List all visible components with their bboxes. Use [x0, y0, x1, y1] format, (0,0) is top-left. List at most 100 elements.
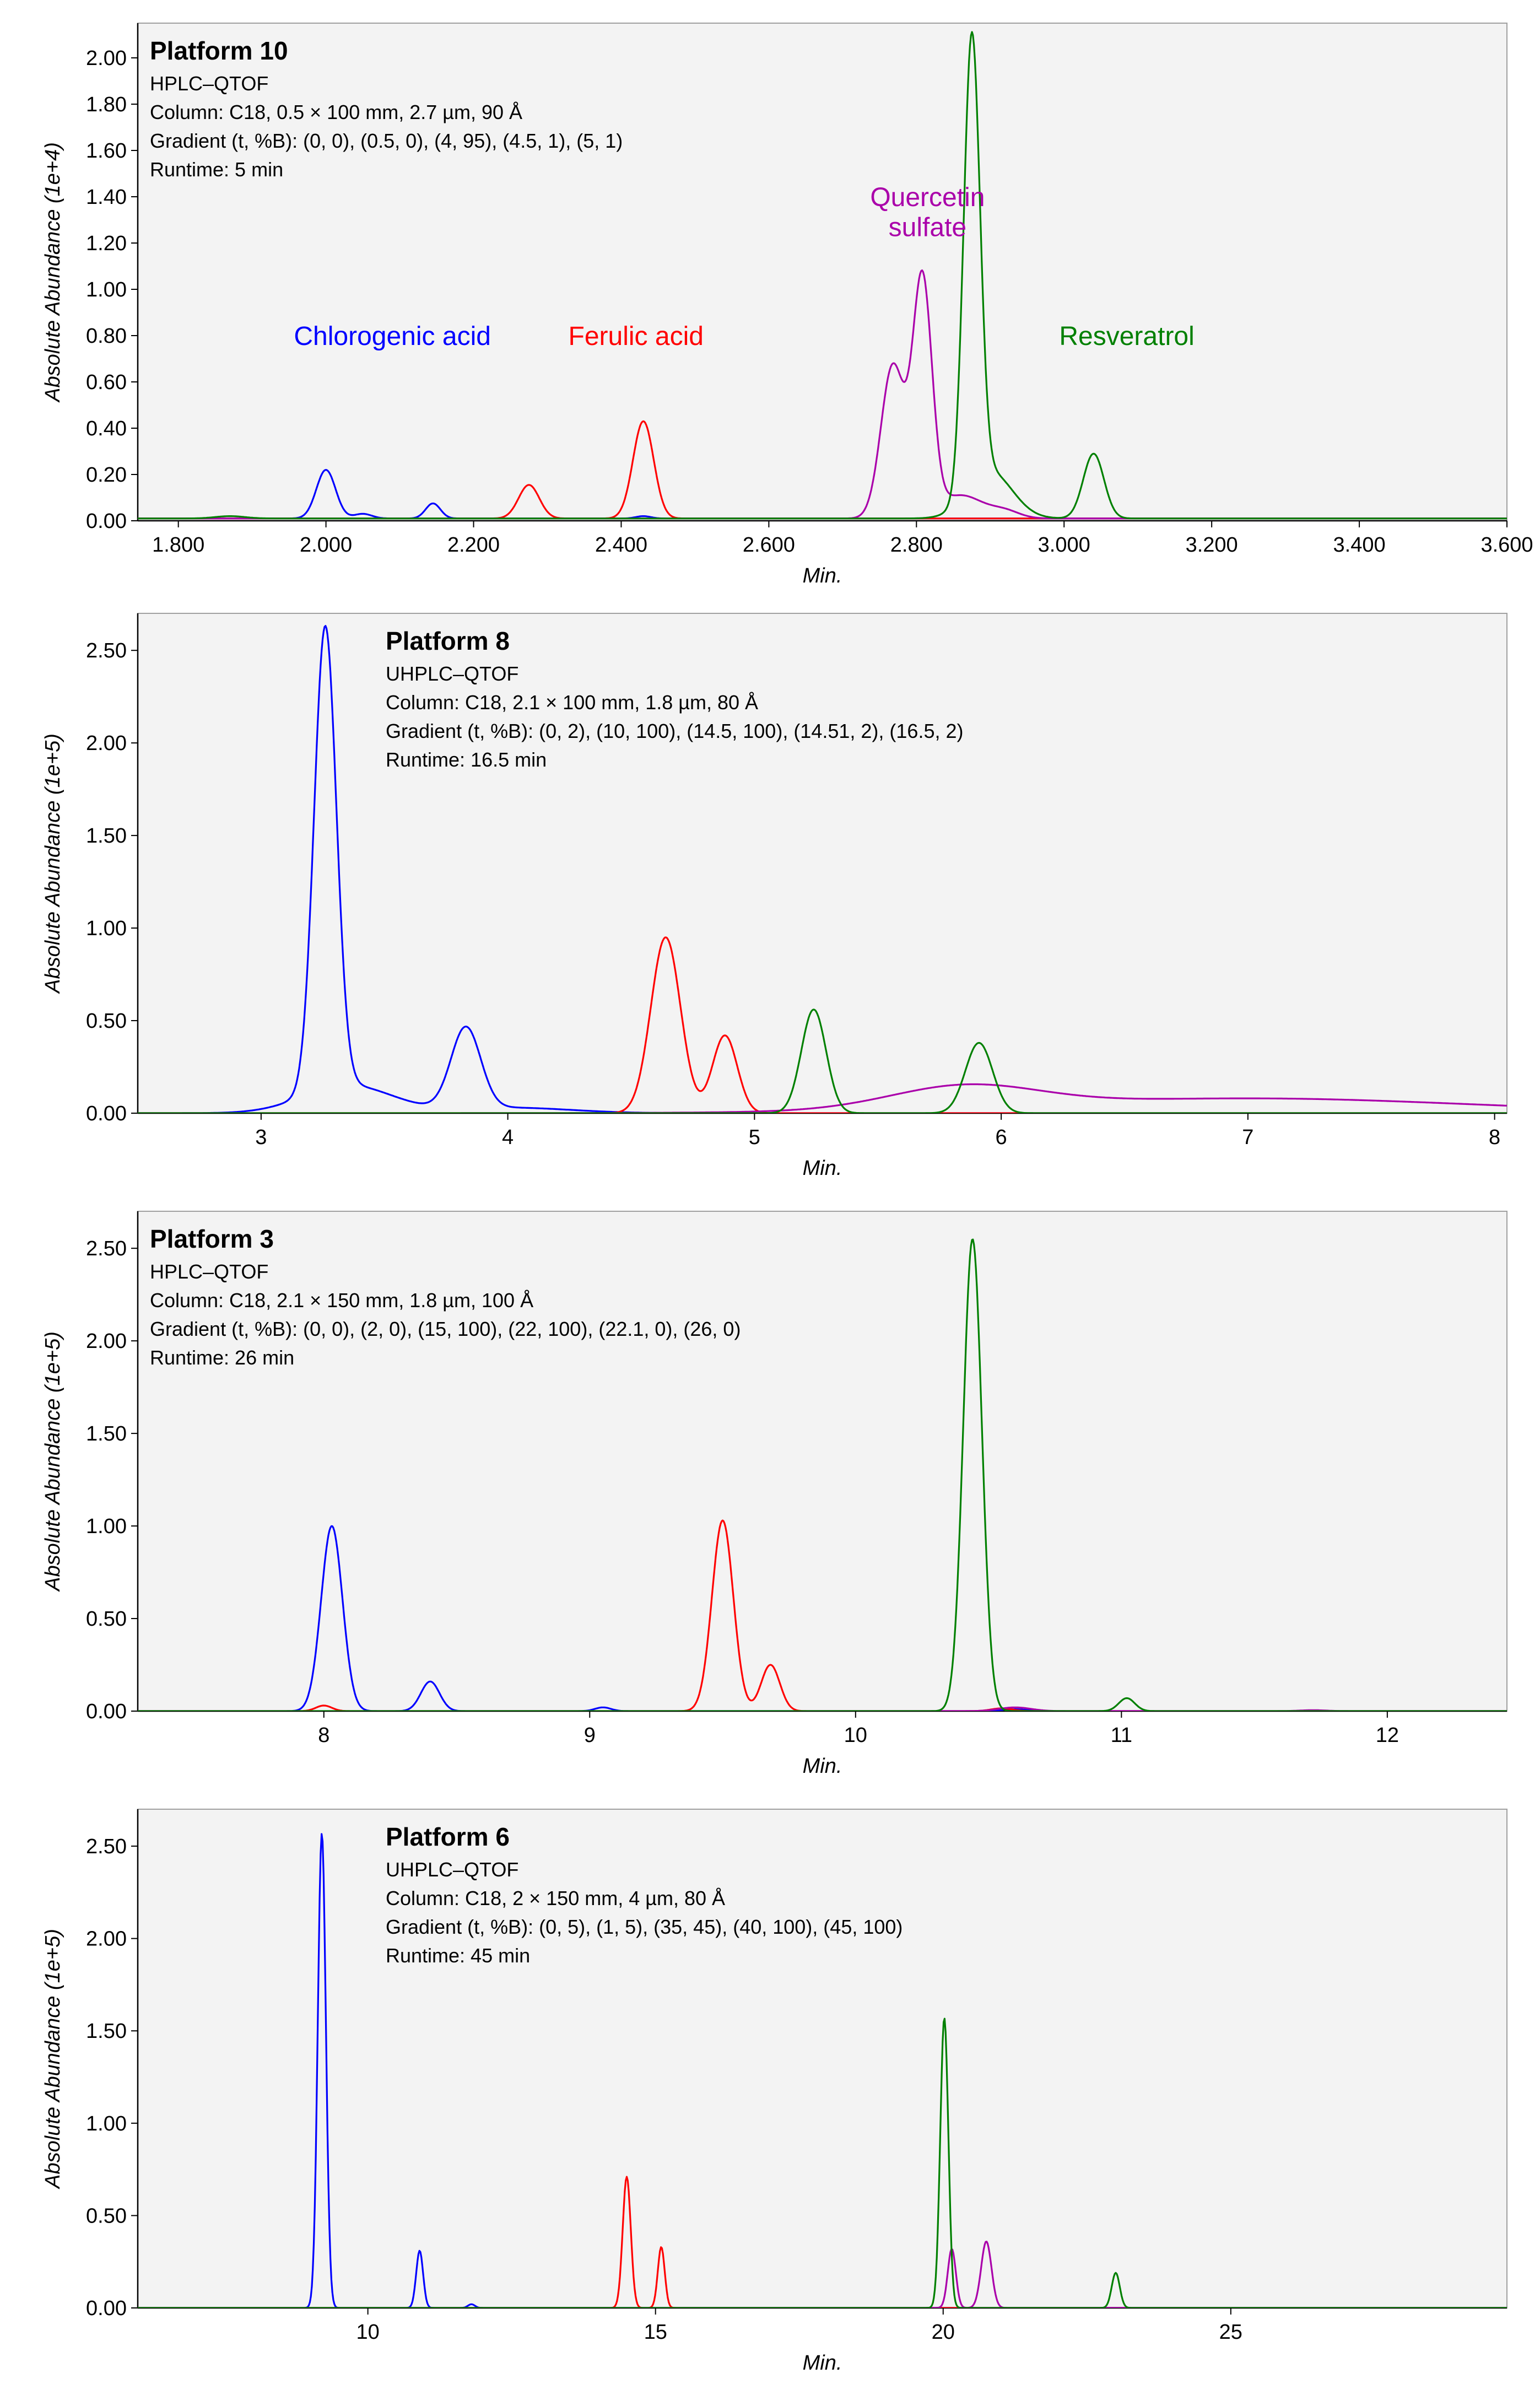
x-tick-label: 4: [502, 1126, 514, 1149]
y-tick-label: 2.50: [86, 1237, 127, 1260]
y-tick-label: 1.40: [86, 186, 127, 209]
y-tick-label: 0.00: [86, 1700, 127, 1723]
annotation-chlorogenic-acid: Chlorogenic acid: [294, 322, 491, 351]
x-tick-label: 9: [584, 1724, 596, 1747]
y-tick-label: 1.80: [86, 93, 127, 116]
x-tick-label: 3: [255, 1126, 267, 1149]
x-tick-label: 3.200: [1186, 533, 1238, 557]
annotation-ferulic-acid: Ferulic acid: [569, 322, 704, 351]
x-tick-label: 3.400: [1333, 533, 1386, 557]
y-tick-label: 1.50: [86, 2020, 127, 2043]
platform-3-panel: 0.00 0.50 1.00 1.50 2.00 2.50 8 9 10 11 12 Min. Abso…: [41, 1211, 1507, 1778]
panel-info-line: Column: C18, 2.1 × 100 mm, 1.8 µm, 80 Å: [386, 691, 758, 714]
y-axis-label: Absolute Abundance (1e+5): [41, 733, 64, 994]
y-tick-label: 0.40: [86, 417, 127, 440]
panel-info-line: HPLC–QTOF: [150, 1260, 268, 1283]
x-tick-label: 2.000: [300, 533, 352, 557]
y-axis-label: Absolute Abundance (1e+4): [41, 142, 64, 403]
platform-8-plot-area: [137, 613, 1507, 1114]
panel-info-line: Gradient (t, %B): (0, 0), (0.5, 0), (4, …: [150, 130, 623, 152]
x-tick-label: 2.400: [595, 533, 647, 557]
y-tick-label: 1.00: [86, 1515, 127, 1538]
panel-info-line: Gradient (t, %B): (0, 2), (10, 100), (14…: [386, 720, 963, 742]
y-tick-label: 2.00: [86, 1928, 127, 1951]
x-tick-label: 12: [1376, 1724, 1399, 1747]
y-tick-label: 1.00: [86, 917, 127, 940]
platform-10-panel: 0.00 0.20 0.40 0.60 0.80 1.00 1.20 1.40 1.60 1.80…: [41, 23, 1533, 587]
y-tick-label: 2.50: [86, 639, 127, 662]
x-tick-label: 2.600: [743, 533, 795, 557]
y-tick-label: 1.20: [86, 232, 127, 255]
x-tick-label: 6: [996, 1126, 1007, 1149]
platform-6-panel: 0.00 0.50 1.00 1.50 2.00 2.50 10 15 20 25 Min. Abso…: [41, 1809, 1507, 2375]
x-axis-label: Min.: [803, 564, 842, 587]
y-tick-label: 1.60: [86, 139, 127, 163]
x-tick-label: 1.800: [152, 533, 204, 557]
series-chlorogenic-acid: [138, 625, 1507, 1113]
x-tick-label: 3.600: [1480, 533, 1533, 557]
y-tick-label: 0.50: [86, 1010, 127, 1033]
panel-info-line: HPLC–QTOF: [150, 72, 268, 95]
y-tick-label: 0.60: [86, 371, 127, 394]
panel-info-line: Runtime: 5 min: [150, 158, 283, 181]
y-tick-label: 0.80: [86, 325, 127, 348]
y-tick-label: 1.00: [86, 2112, 127, 2135]
y-tick-label: 0.00: [86, 510, 127, 533]
platform-8-panel: 0.00 0.50 1.00 1.50 2.00 2.50 3 4 5 6 7 8 Min. Absolu…: [41, 613, 1507, 1180]
y-axis-label: Absolute Abundance (1e+5): [41, 1331, 64, 1592]
x-tick-label: 25: [1219, 2321, 1242, 2344]
y-tick-label: 0.50: [86, 2204, 127, 2227]
y-tick-label: 1.00: [86, 278, 127, 301]
panel-title: Platform 3: [150, 1225, 274, 1253]
series-resveratrol: [138, 31, 1507, 520]
series-resveratrol: [138, 1008, 1507, 1113]
y-axis-label: Absolute Abundance (1e+5): [41, 1929, 64, 2189]
panel-info-line: Gradient (t, %B): (0, 5), (1, 5), (35, 4…: [386, 1916, 903, 1938]
panel-info-line: UHPLC–QTOF: [386, 1858, 518, 1881]
series-chlorogenic-acid: [138, 1525, 1507, 1711]
platform-10-plot-area: [137, 23, 1507, 521]
panel-info-line: Column: C18, 0.5 × 100 mm, 2.7 µm, 90 Å: [150, 101, 522, 123]
y-tick-label: 2.00: [86, 47, 127, 70]
y-tick-label: 2.00: [86, 1330, 127, 1353]
x-tick-label: 8: [1489, 1126, 1500, 1149]
x-tick-label: 8: [318, 1724, 329, 1747]
x-axis-label: Min.: [803, 1755, 842, 1778]
x-tick-label: 10: [844, 1724, 867, 1747]
annotation-sulfate: sulfate: [889, 213, 966, 242]
annotation-quercetin: Quercetin: [870, 183, 985, 212]
series-quercetin-sulfate: [138, 1083, 1507, 1113]
panel-title: Platform 8: [386, 627, 510, 655]
y-tick-label: 0.20: [86, 463, 127, 487]
y-tick-label: 2.00: [86, 732, 127, 755]
annotation-resveratrol: Resveratrol: [1059, 322, 1194, 351]
x-tick-label: 20: [932, 2321, 955, 2344]
y-tick-label: 2.50: [86, 1835, 127, 1858]
panel-title: Platform 10: [150, 36, 288, 65]
panel-info-line: Runtime: 26 min: [150, 1346, 294, 1369]
x-tick-label: 7: [1242, 1126, 1253, 1149]
panel-info-line: Column: C18, 2.1 × 150 mm, 1.8 µm, 100 Å: [150, 1289, 533, 1312]
y-tick-label: 0.50: [86, 1608, 127, 1631]
platform-6-plot-area: [137, 1809, 1507, 2308]
x-tick-label: 11: [1111, 1724, 1132, 1747]
panel-info-line: UHPLC–QTOF: [386, 662, 518, 685]
y-tick-label: 0.00: [86, 2297, 127, 2320]
x-tick-label: 3.000: [1038, 533, 1090, 557]
panel-info-line: Runtime: 16.5 min: [386, 748, 547, 771]
panel-info-line: Gradient (t, %B): (0, 0), (2, 0), (15, 1…: [150, 1318, 741, 1340]
y-tick-label: 1.50: [86, 824, 127, 848]
y-tick-label: 1.50: [86, 1422, 127, 1445]
panel-info-line: Runtime: 45 min: [386, 1944, 530, 1967]
x-tick-label: 2.800: [890, 533, 943, 557]
panel-title: Platform 6: [386, 1822, 510, 1851]
x-axis-label: Min.: [803, 2351, 842, 2375]
x-tick-label: 15: [644, 2321, 667, 2344]
panel-info-line: Column: C18, 2 × 150 mm, 4 µm, 80 Å: [386, 1887, 725, 1909]
x-axis-label: Min.: [803, 1157, 842, 1180]
x-tick-label: 5: [749, 1126, 760, 1149]
x-tick-label: 10: [356, 2321, 380, 2344]
x-tick-label: 2.200: [447, 533, 500, 557]
y-tick-label: 0.00: [86, 1102, 127, 1125]
